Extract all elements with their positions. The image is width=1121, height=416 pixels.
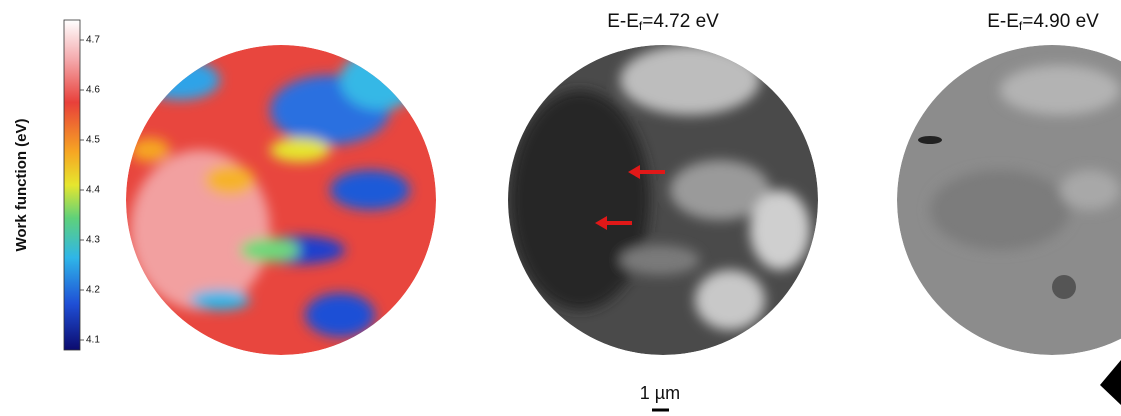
peem-image xyxy=(508,45,818,355)
title-text: E-E xyxy=(607,11,639,32)
colorbar-tick-label: 4.2 xyxy=(86,285,100,296)
colorbar-label: Work function (eV) xyxy=(13,118,30,251)
work-function-map xyxy=(126,45,436,355)
scale-bar-label: 1 µm xyxy=(640,383,680,403)
colorbar-tick-label: 4.6 xyxy=(86,85,100,96)
colorbar-tick-label: 4.7 xyxy=(86,35,100,46)
colorbar-tick-label: 4.5 xyxy=(86,135,100,146)
decoration xyxy=(1100,360,1121,405)
title-text: =4.90 eV xyxy=(1022,11,1099,32)
colorbar xyxy=(64,20,80,350)
colorbar-tick-label: 4.4 xyxy=(86,185,100,196)
page: {"colorbar": {"label": "Work function (e… xyxy=(0,0,1121,416)
colorbar-ticks: 4.7 4.6 4.5 4.4 4.3 4.2 4.1 xyxy=(80,35,100,346)
title-text: =4.72 eV xyxy=(642,11,719,32)
colorbar-tick-label: 4.1 xyxy=(86,335,100,346)
peem-image xyxy=(897,45,1121,355)
panel-title: E-Ef=4.90 eV xyxy=(987,11,1099,33)
colorbar-tick-label: 4.3 xyxy=(86,235,100,246)
title-text: E-E xyxy=(987,11,1019,32)
panel-title: E-Ef=4.72 eV xyxy=(607,11,719,33)
figure: 4.7 4.6 4.5 4.4 4.3 4.2 4.1 Work function (eV) xyxy=(0,0,1121,416)
